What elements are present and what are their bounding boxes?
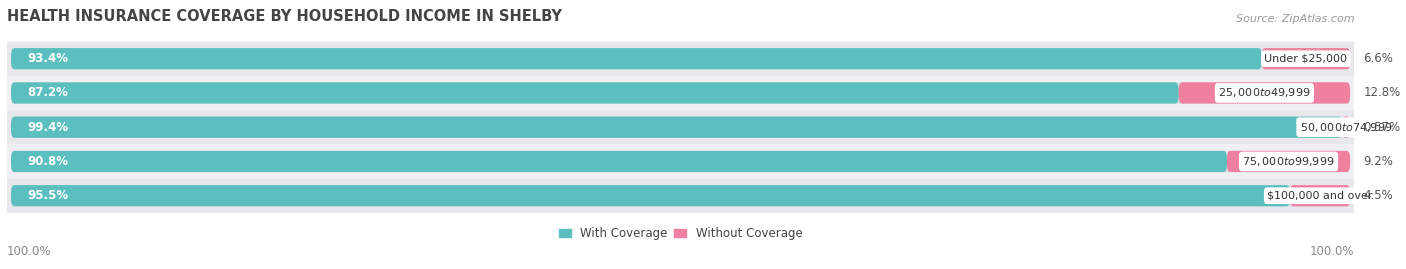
FancyBboxPatch shape xyxy=(11,82,1178,104)
Legend: With Coverage, Without Coverage: With Coverage, Without Coverage xyxy=(554,222,807,245)
Text: 6.6%: 6.6% xyxy=(1364,52,1393,65)
FancyBboxPatch shape xyxy=(7,110,1354,144)
FancyBboxPatch shape xyxy=(11,151,1227,172)
FancyBboxPatch shape xyxy=(1289,185,1350,206)
FancyBboxPatch shape xyxy=(11,185,1350,206)
Text: 0.57%: 0.57% xyxy=(1364,121,1400,134)
Text: $100,000 and over: $100,000 and over xyxy=(1267,191,1372,201)
FancyBboxPatch shape xyxy=(1343,116,1350,138)
Text: 95.5%: 95.5% xyxy=(27,189,69,202)
FancyBboxPatch shape xyxy=(1178,82,1350,104)
FancyBboxPatch shape xyxy=(7,179,1354,213)
FancyBboxPatch shape xyxy=(1227,151,1350,172)
Text: 93.4%: 93.4% xyxy=(27,52,67,65)
FancyBboxPatch shape xyxy=(1261,48,1350,69)
Text: 87.2%: 87.2% xyxy=(27,86,67,100)
FancyBboxPatch shape xyxy=(11,48,1261,69)
Text: 100.0%: 100.0% xyxy=(7,245,52,258)
FancyBboxPatch shape xyxy=(11,185,1289,206)
Text: $75,000 to $99,999: $75,000 to $99,999 xyxy=(1243,155,1334,168)
Text: 12.8%: 12.8% xyxy=(1364,86,1400,100)
FancyBboxPatch shape xyxy=(11,48,1350,69)
FancyBboxPatch shape xyxy=(11,116,1343,138)
FancyBboxPatch shape xyxy=(11,116,1350,138)
Text: Source: ZipAtlas.com: Source: ZipAtlas.com xyxy=(1236,14,1354,24)
Text: 99.4%: 99.4% xyxy=(27,121,69,134)
FancyBboxPatch shape xyxy=(11,151,1350,172)
Text: 4.5%: 4.5% xyxy=(1364,189,1393,202)
Text: Under $25,000: Under $25,000 xyxy=(1264,54,1347,64)
Text: HEALTH INSURANCE COVERAGE BY HOUSEHOLD INCOME IN SHELBY: HEALTH INSURANCE COVERAGE BY HOUSEHOLD I… xyxy=(7,9,562,24)
Text: $25,000 to $49,999: $25,000 to $49,999 xyxy=(1218,86,1310,100)
FancyBboxPatch shape xyxy=(7,144,1354,179)
FancyBboxPatch shape xyxy=(7,42,1354,76)
Text: 100.0%: 100.0% xyxy=(1309,245,1354,258)
Text: 90.8%: 90.8% xyxy=(27,155,67,168)
Text: $50,000 to $74,999: $50,000 to $74,999 xyxy=(1299,121,1392,134)
Text: 9.2%: 9.2% xyxy=(1364,155,1393,168)
FancyBboxPatch shape xyxy=(11,82,1350,104)
FancyBboxPatch shape xyxy=(7,76,1354,110)
